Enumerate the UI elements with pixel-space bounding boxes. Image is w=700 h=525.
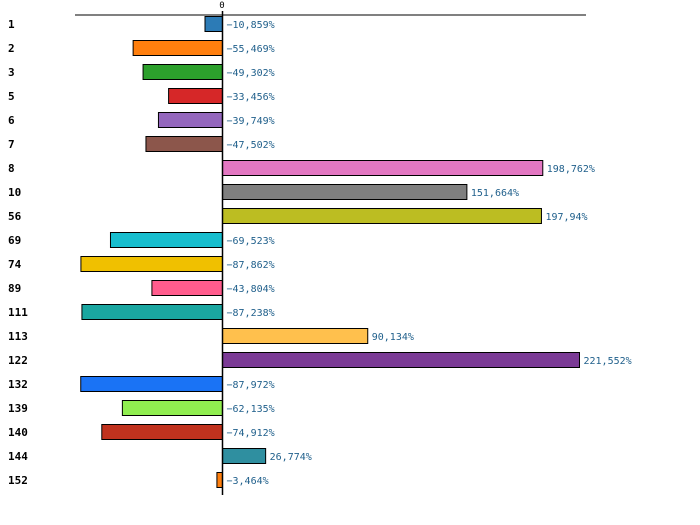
- value-label: −3,464%: [227, 476, 269, 487]
- bar: [168, 88, 224, 104]
- bar: [81, 304, 223, 320]
- bar: [222, 328, 369, 344]
- category-label: 139: [8, 402, 28, 415]
- value-label: 26,774%: [270, 452, 312, 463]
- bar: [80, 256, 223, 272]
- bar: [80, 376, 223, 392]
- category-label: 56: [8, 210, 22, 223]
- value-label: 197,94%: [545, 212, 587, 223]
- category-label: 113: [8, 330, 28, 343]
- category-label: 140: [8, 426, 28, 439]
- bar: [101, 424, 223, 440]
- category-label: 89: [8, 282, 21, 295]
- bars-group: 1 −10,859% 2 −55,469% 3 −49,302% 5 −33,456% 6 −39…: [8, 16, 632, 488]
- value-label: −33,456%: [227, 92, 275, 103]
- category-label: 1: [8, 18, 15, 31]
- value-label: −62,135%: [227, 404, 275, 415]
- category-label: 10: [8, 186, 21, 199]
- bar: [222, 352, 580, 368]
- category-label: 2: [8, 42, 15, 55]
- value-label: −69,523%: [227, 236, 275, 247]
- bar: [142, 64, 223, 80]
- category-label: 69: [8, 234, 21, 247]
- bar: [204, 16, 223, 32]
- bar: [222, 208, 542, 224]
- value-label: 151,664%: [471, 188, 519, 199]
- value-label: −43,804%: [227, 284, 275, 295]
- value-label: −87,862%: [227, 260, 275, 271]
- bar: [145, 136, 223, 152]
- category-label: 122: [8, 354, 28, 367]
- value-label: 198,762%: [547, 164, 595, 175]
- category-label: 3: [8, 66, 15, 79]
- value-label: −87,238%: [227, 308, 275, 319]
- zero-tick-label: 0: [219, 1, 224, 11]
- bar: [121, 400, 223, 416]
- category-label: 7: [8, 138, 15, 151]
- category-label: 74: [8, 258, 22, 271]
- value-label: −74,912%: [227, 428, 275, 439]
- bar: [151, 280, 223, 296]
- category-label: 152: [8, 474, 28, 487]
- value-label: −10,859%: [227, 20, 275, 31]
- category-label: 144: [8, 450, 28, 463]
- bar: [222, 448, 267, 464]
- bar: [132, 40, 223, 56]
- category-label: 111: [8, 306, 28, 319]
- value-label: −87,972%: [227, 380, 275, 391]
- value-label: −39,749%: [227, 116, 275, 127]
- value-label: −47,502%: [227, 140, 275, 151]
- bar: [157, 112, 223, 128]
- category-label: 6: [8, 114, 15, 127]
- bar: [222, 184, 468, 200]
- value-label: −49,302%: [227, 68, 275, 79]
- bar: [216, 472, 223, 488]
- category-label: 8: [8, 162, 15, 175]
- value-label: 221,552%: [584, 356, 632, 367]
- category-label: 5: [8, 90, 15, 103]
- value-label: 90,134%: [372, 332, 414, 343]
- bar: [222, 160, 544, 176]
- value-label: −55,469%: [227, 44, 275, 55]
- category-label: 132: [8, 378, 28, 391]
- bar: [109, 232, 223, 248]
